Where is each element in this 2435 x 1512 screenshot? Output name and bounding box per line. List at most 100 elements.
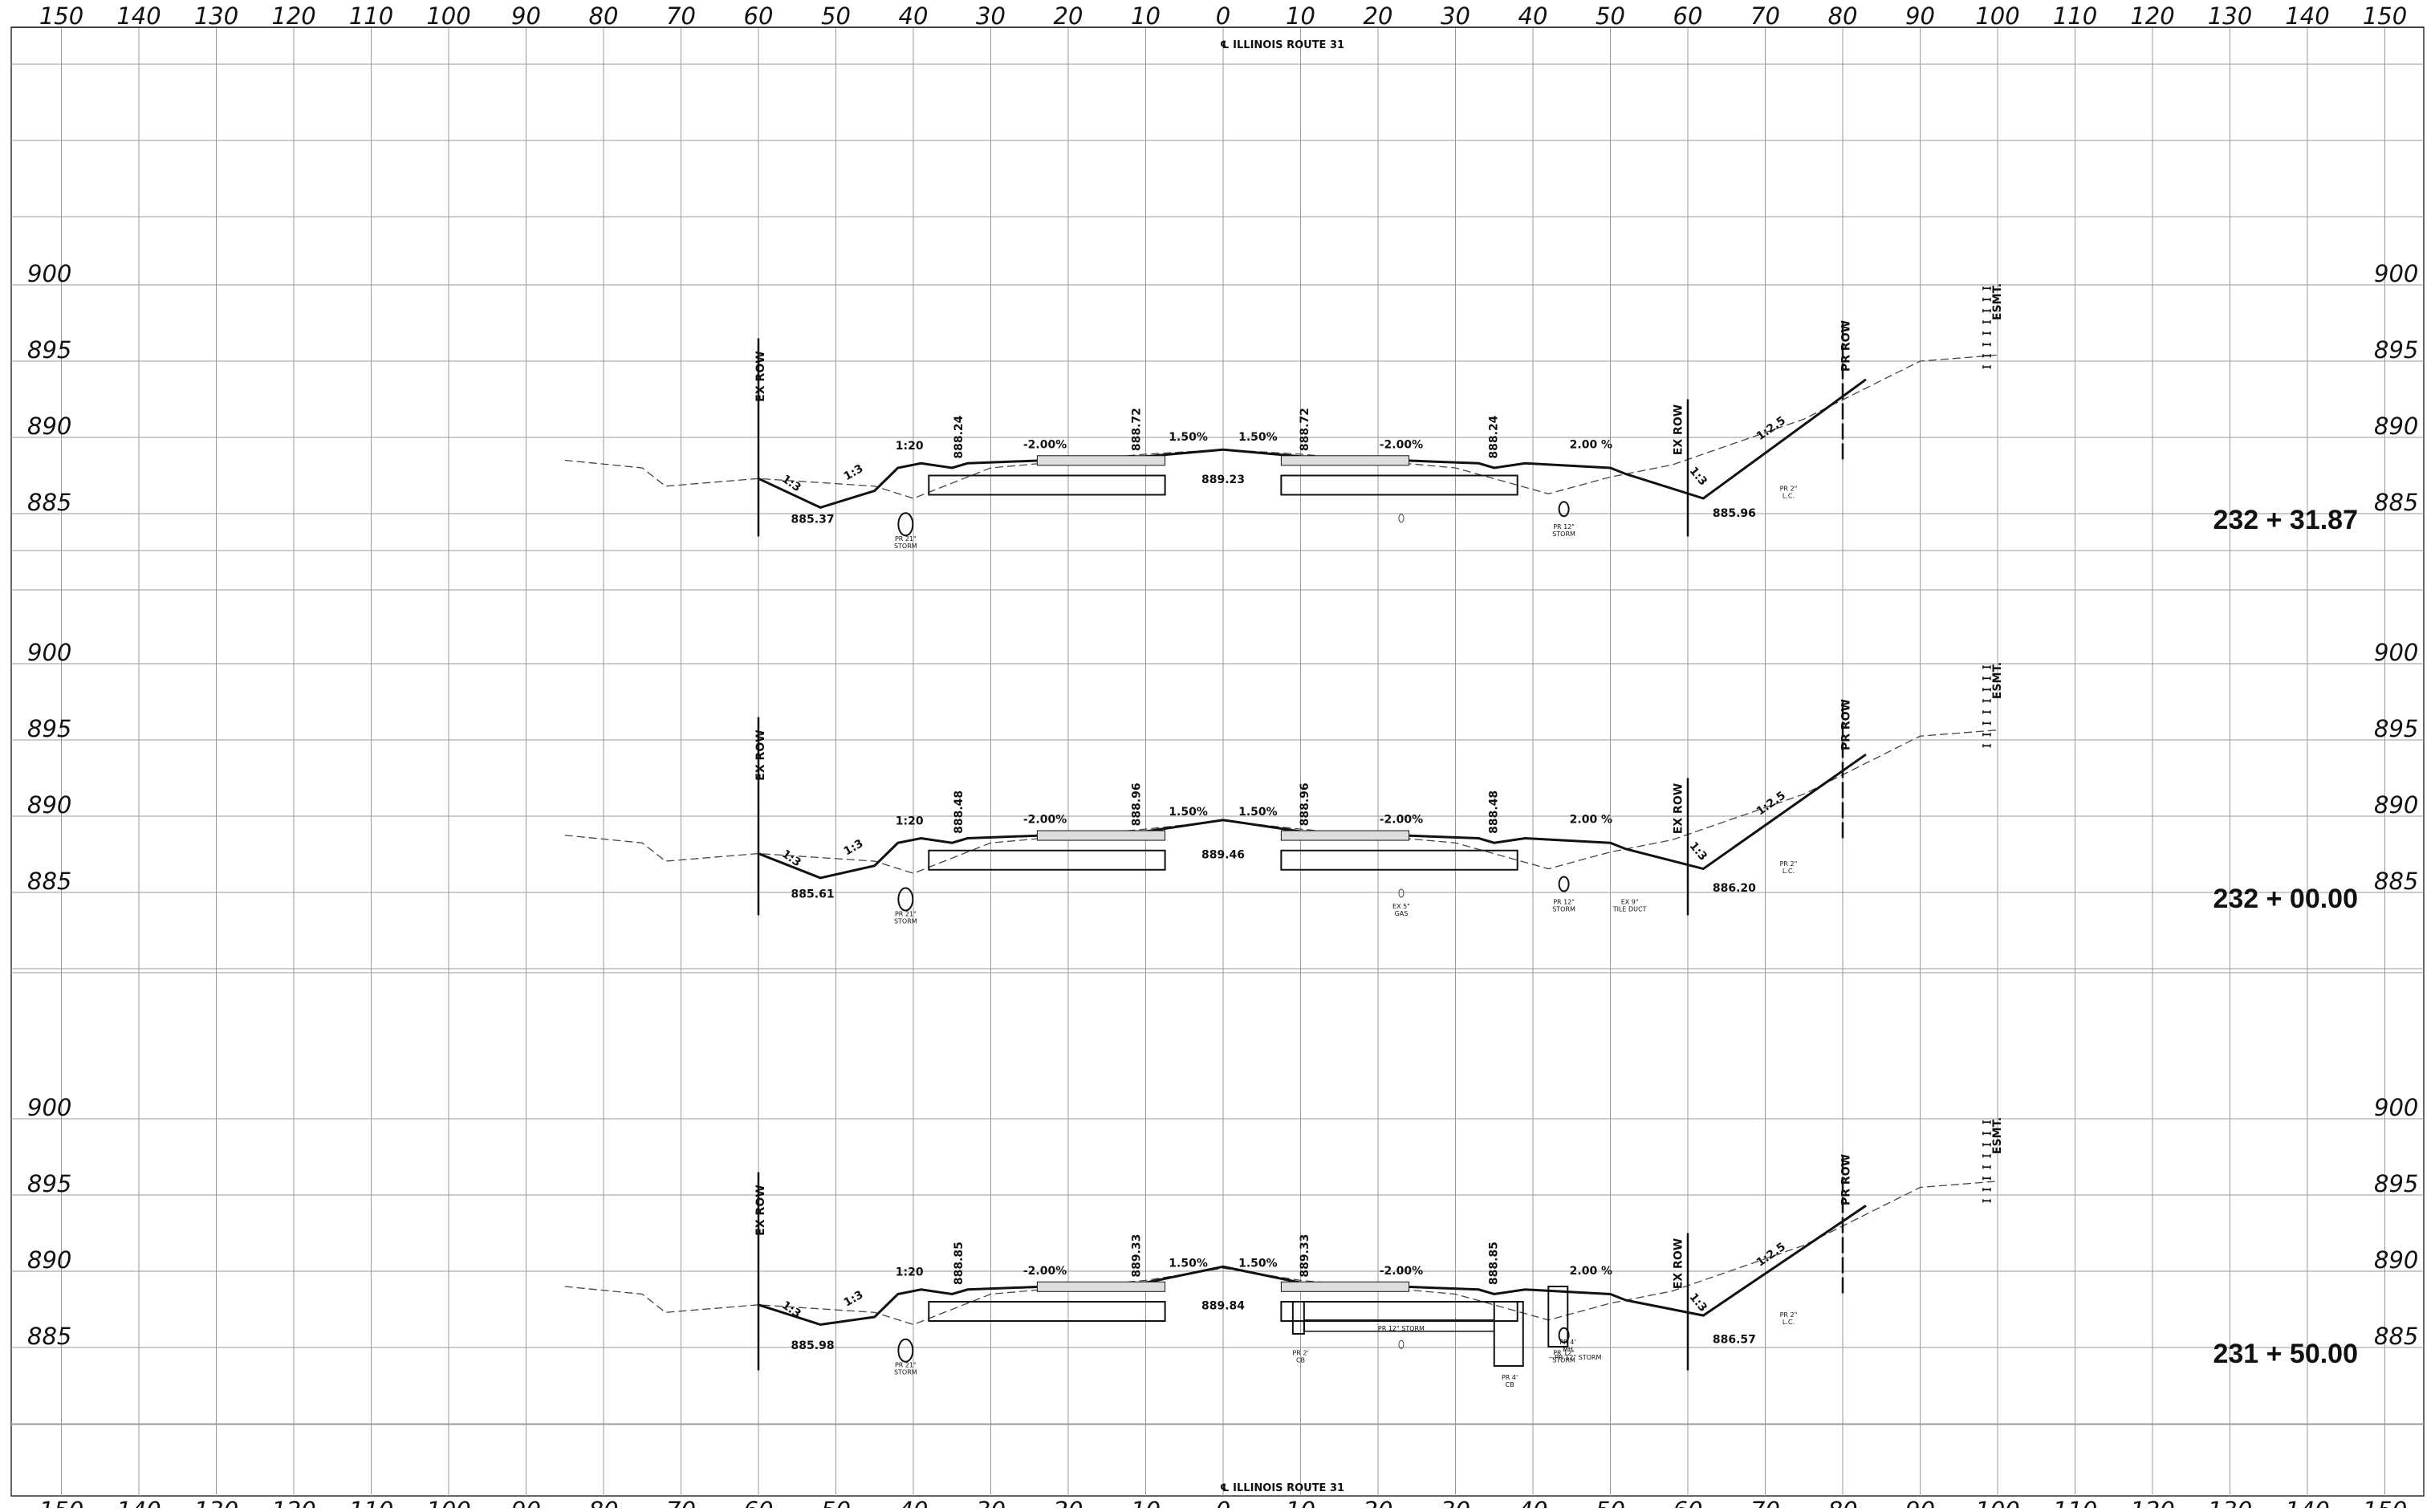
pavement-left xyxy=(928,849,1166,871)
offset-label-bottom: 40 xyxy=(899,1497,929,1508)
cb-right-label-2: CB xyxy=(1506,1381,1514,1388)
ditch-right-elevation: 886.20 xyxy=(1713,882,1756,895)
slope-right-label: 1:3 xyxy=(1687,465,1709,489)
ex-row-right-label: EX ROW xyxy=(1672,783,1685,834)
elevation-label-right: 885 xyxy=(2374,868,2418,895)
offset-label-bottom: 90 xyxy=(511,1497,541,1508)
elevation-label-left: 900 xyxy=(27,639,71,666)
pavement-left xyxy=(928,1301,1166,1322)
lc-label: PR 2" xyxy=(1780,486,1798,493)
ditch-left-elevation: 885.98 xyxy=(791,1339,835,1352)
offset-label-top: 80 xyxy=(589,2,619,30)
gutter-left-elevation: 888.72 xyxy=(1131,408,1144,451)
cross-slope-left: -2.00% xyxy=(1023,814,1067,827)
offset-label-bottom: 40 xyxy=(1518,1497,1548,1508)
slope-left3-label: 1:20 xyxy=(896,815,924,827)
lc-label: PR 2" xyxy=(1780,860,1798,868)
esmt-tick: ꟷ xyxy=(1982,1162,1991,1175)
esmt-tick: ꟷ xyxy=(1982,1151,1991,1164)
shoulder-slope-right: 2.00 % xyxy=(1570,1265,1612,1278)
cross-slope-right: -2.00% xyxy=(1380,438,1423,451)
gutter-right-elevation: 888.96 xyxy=(1299,782,1311,826)
esmt-tick: ꟷ xyxy=(1982,696,1991,709)
utility-small xyxy=(1398,514,1404,523)
offset-label-top: 90 xyxy=(1905,2,1935,30)
esmt-tick: ꟷ xyxy=(1982,673,1991,686)
edge-left-elevation: 888.48 xyxy=(953,791,965,834)
offset-label-bottom: 50 xyxy=(821,1497,851,1508)
offset-label-top: 100 xyxy=(426,2,470,30)
ex-row-right-label: EX ROW xyxy=(1672,1238,1685,1289)
offset-label-bottom: 20 xyxy=(1364,1497,1393,1508)
slope-left2-label: 1:3 xyxy=(842,1288,866,1309)
slope-left3-label: 1:20 xyxy=(896,440,924,453)
offset-label-bottom: 100 xyxy=(426,1497,470,1508)
offset-label-bottom: 30 xyxy=(1441,1497,1470,1508)
offset-axes: 1501501401401301301201201101101001009090… xyxy=(11,2,2424,1512)
gas-label: EX 5" xyxy=(1392,903,1410,910)
edge-left-elevation: 888.85 xyxy=(953,1242,965,1285)
existing-ground-line xyxy=(564,354,1998,499)
crown-slope-left: 1.50% xyxy=(1169,806,1208,819)
offset-label-bottom: 150 xyxy=(2363,1497,2407,1508)
storm-right-label: PR 12" xyxy=(1553,898,1575,905)
esmt-tick: ꟷ xyxy=(1982,730,1991,742)
pr-row-label: PR ROW xyxy=(1840,320,1853,372)
offset-label-top: 40 xyxy=(899,2,929,30)
mh-label: PR 4' xyxy=(1559,1339,1575,1346)
offset-label-top: 150 xyxy=(39,2,83,30)
offset-label-bottom: 50 xyxy=(1596,1497,1625,1508)
offset-label-top: 110 xyxy=(349,2,393,30)
esmt-tick: ꟷ xyxy=(1982,1185,1991,1197)
elevation-label-right: 895 xyxy=(2374,336,2418,364)
proposed-surface-line xyxy=(758,1205,1867,1327)
offset-label-bottom: 60 xyxy=(1673,1497,1703,1508)
lc-label-2: L.C. xyxy=(1783,868,1795,875)
proposed-surface-line xyxy=(758,378,1867,510)
centerline-label-bottom: ℄ ILLINOIS ROUTE 31 xyxy=(1220,1482,1344,1494)
esmt-tick: ꟷ xyxy=(1982,351,1991,364)
offset-label-top: 50 xyxy=(1596,2,1625,30)
utility-small xyxy=(1398,1339,1404,1349)
offset-label-bottom: 70 xyxy=(1750,1497,1780,1508)
crown-elevation: 889.84 xyxy=(1201,1300,1245,1313)
offset-label-top: 50 xyxy=(821,2,851,30)
shoulder-slope-right: 2.00 % xyxy=(1570,814,1612,827)
crown-slope-left: 1.50% xyxy=(1169,431,1208,444)
ditch-left-elevation: 885.37 xyxy=(791,513,835,526)
gutter-left xyxy=(1036,1281,1166,1292)
pavement-right xyxy=(1280,1301,1518,1322)
station-label: 232 + 00.00 xyxy=(2213,884,2358,914)
tile-duct-label: EX 9" xyxy=(1621,898,1639,905)
storm-pipe-left xyxy=(897,887,914,912)
storm-mid-pipe xyxy=(1303,1319,1495,1332)
elevation-label-left: 900 xyxy=(27,260,71,287)
utility-small xyxy=(1398,888,1404,898)
offset-label-top: 100 xyxy=(1975,2,2019,30)
pavement-right xyxy=(1280,474,1518,496)
elevation-label-left: 895 xyxy=(27,1170,71,1197)
station-label: 232 + 31.87 xyxy=(2213,505,2358,535)
esmt-tick: ꟷ xyxy=(1982,741,1991,754)
station-label: 231 + 50.00 xyxy=(2213,1339,2358,1369)
offset-label-bottom: 10 xyxy=(1286,1497,1315,1508)
offset-label-top: 120 xyxy=(271,2,315,30)
gutter-left-elevation: 889.33 xyxy=(1131,1234,1144,1278)
offset-label-bottom: 130 xyxy=(2208,1497,2252,1508)
offset-label-bottom: 110 xyxy=(349,1497,393,1508)
offset-label-top: 60 xyxy=(1673,2,1703,30)
elevation-label-right: 895 xyxy=(2374,715,2418,742)
esmt-label: ESMT. xyxy=(1991,283,2004,320)
gutter-right xyxy=(1280,830,1410,841)
edge-right-elevation: 888.24 xyxy=(1488,415,1501,458)
storm-right-label: PR 12" xyxy=(1553,523,1575,530)
elevation-label-left: 895 xyxy=(27,715,71,742)
ex-row-right-label: EX ROW xyxy=(1672,404,1685,455)
esmt-tick: ꟷ xyxy=(1982,306,1991,319)
cb-left-label: PR 2' xyxy=(1292,1350,1308,1357)
pavement-right xyxy=(1280,849,1518,871)
grid xyxy=(10,26,2425,1497)
esmt-tick: ꟷ xyxy=(1982,317,1991,330)
